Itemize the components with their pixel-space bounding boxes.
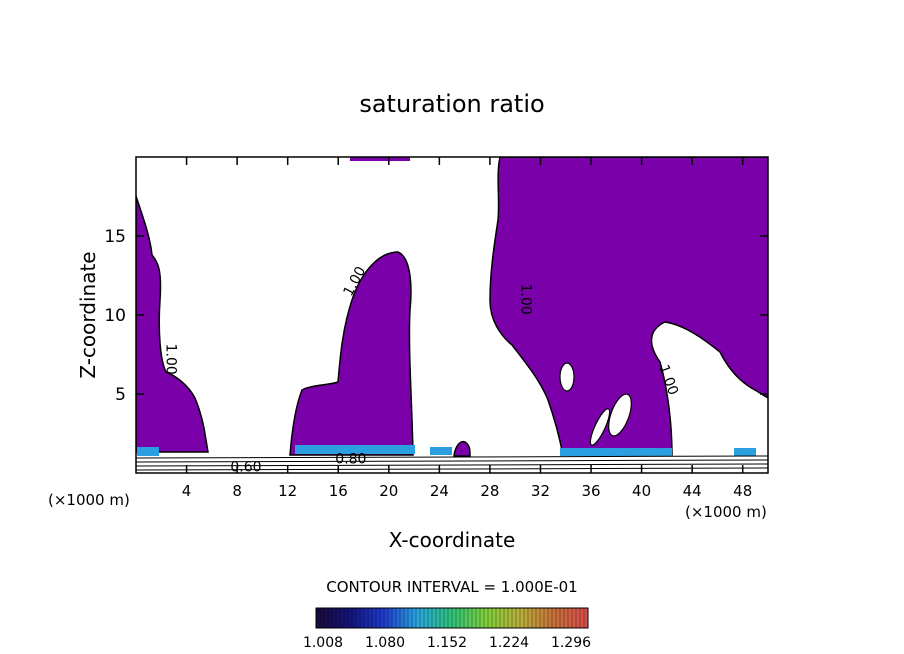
- colorbar-tick-label: 1.008: [303, 635, 343, 651]
- x-tick-label: 4: [182, 482, 192, 500]
- contour-interval-text: CONTOUR INTERVAL = 1.000E-01: [326, 578, 577, 596]
- cloud-hole: [589, 408, 611, 446]
- surface-band: [137, 447, 159, 456]
- x-tick-label: 20: [379, 482, 398, 500]
- colorbar-tick-label: 1.080: [365, 635, 405, 651]
- x-unit-left: (×1000 m): [48, 491, 130, 509]
- cloud-region-right: [489, 157, 768, 456]
- contour-line: [136, 459, 768, 463]
- colorbar-stripes: [315, 608, 589, 628]
- x-tick-label: 48: [733, 482, 752, 500]
- x-tick-label: 12: [278, 482, 297, 500]
- x-tick-label: 40: [632, 482, 651, 500]
- x-unit-right: (×1000 m): [685, 503, 767, 521]
- x-tick-label: 24: [430, 482, 449, 500]
- surface-band: [734, 448, 756, 456]
- contour-line: [136, 467, 768, 471]
- y-tick-label: 10: [104, 306, 126, 326]
- contour-label: 1.00: [162, 344, 178, 375]
- x-tick-label: 16: [329, 482, 348, 500]
- plot-area: [136, 157, 768, 471]
- cloud-hole: [608, 393, 632, 437]
- cloud-region-left: [136, 195, 209, 453]
- colorbar-tick-label: 1.224: [489, 635, 529, 651]
- colorbar-tick-label: 1.296: [551, 635, 591, 651]
- y-axis-ticks: 5 10 15: [104, 227, 768, 405]
- y-tick-label: 5: [115, 385, 126, 405]
- contour-label: 0.80: [335, 452, 366, 468]
- x-tick-label: 8: [232, 482, 242, 500]
- colorbar-tick-label: 1.152: [427, 635, 467, 651]
- x-tick-label: 36: [581, 482, 600, 500]
- contour-line: [136, 455, 768, 459]
- contour-label: 1.00: [518, 284, 534, 315]
- x-tick-label: 28: [480, 482, 499, 500]
- surface-band: [430, 447, 452, 455]
- chart-title: saturation ratio: [359, 90, 544, 118]
- x-tick-label: 44: [683, 482, 702, 500]
- y-axis-label: Z-coordinate: [76, 251, 100, 378]
- surface-band: [295, 445, 415, 454]
- cloud-region-small: [453, 440, 471, 457]
- y-tick-label: 15: [104, 227, 126, 247]
- x-axis-label: X-coordinate: [389, 528, 516, 552]
- x-axis-ticks: 4 8 12 16 20 24 28 32 36 40 44 48: [182, 157, 752, 500]
- x-tick-label: 32: [531, 482, 550, 500]
- contour-label: 0.60: [230, 459, 261, 475]
- cloud-region-center: [289, 251, 414, 456]
- surface-band: [350, 157, 410, 161]
- contour-line: [136, 463, 768, 467]
- surface-band: [560, 448, 672, 456]
- cloud-hole: [559, 362, 575, 392]
- colorbar-ticks: 1.008 1.080 1.152 1.224 1.296: [303, 635, 591, 651]
